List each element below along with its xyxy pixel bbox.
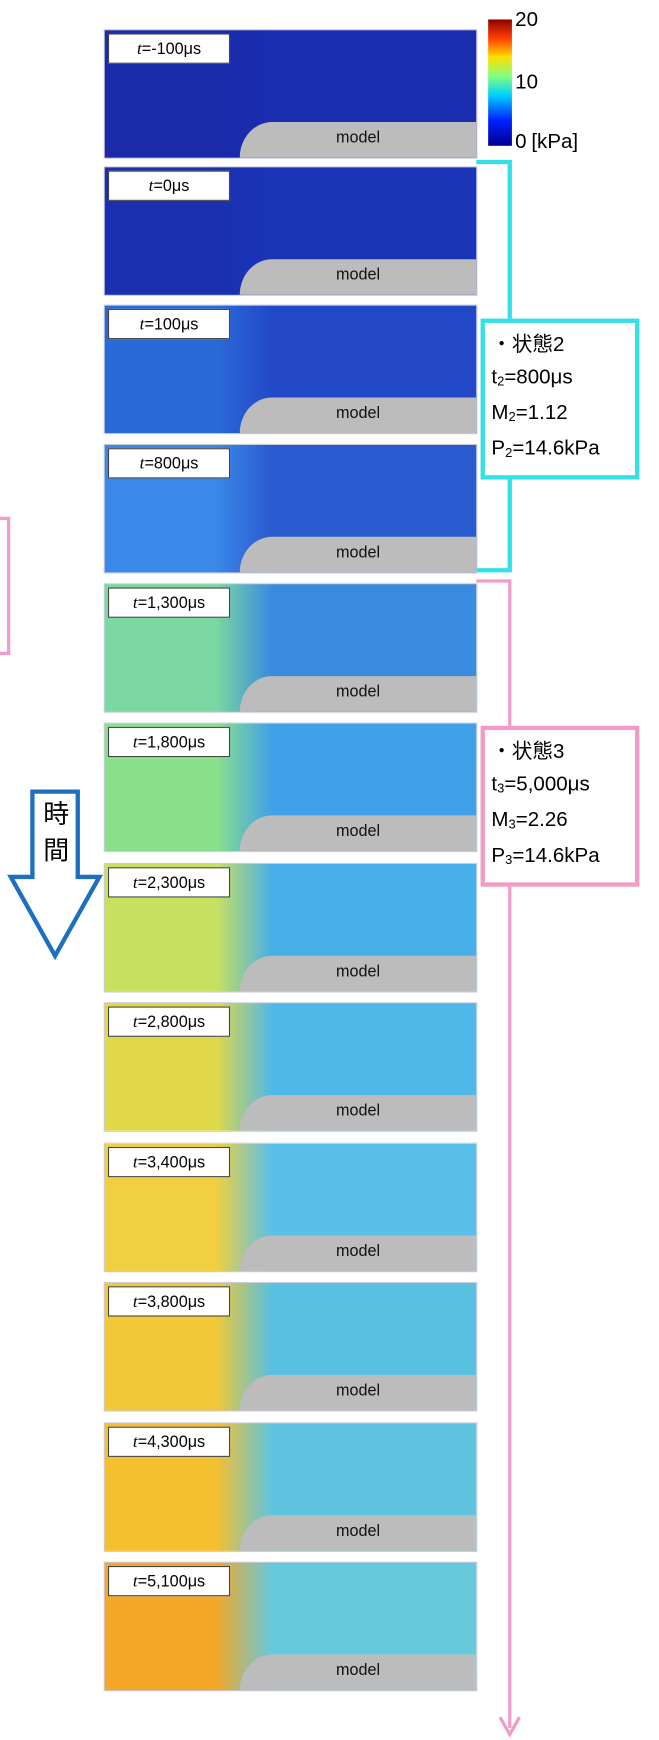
time-value: =2,800μs (138, 1013, 205, 1031)
time-value: =4,300μs (138, 1433, 205, 1451)
model-label: model (240, 259, 477, 295)
state-value: =2.26 (516, 809, 568, 832)
model-label: model (240, 676, 477, 712)
pressure-image: t=2,300μs model (105, 864, 477, 991)
model-label: model (240, 397, 477, 433)
time-label: t=100μs (108, 309, 230, 339)
time-value: =3,400μs (138, 1153, 205, 1171)
state-sub: 3 (508, 816, 515, 831)
time-value: =800μs (144, 455, 198, 473)
state-value: =1.12 (516, 402, 568, 425)
time-value: =0μs (153, 177, 189, 195)
colorbar-unit: [kPa] (531, 131, 578, 155)
state-var: P (491, 437, 505, 460)
colorbar (488, 19, 512, 145)
time-value: =5,100μs (138, 1572, 205, 1590)
time-label: t=2,800μs (108, 1007, 230, 1037)
state-line: M2=1.12 (491, 397, 628, 433)
state-line: M3=2.26 (491, 805, 628, 841)
pressure-image: t=0μs model (105, 167, 477, 294)
model-label: model (240, 1515, 477, 1551)
time-label: t=0μs (108, 171, 230, 201)
pressure-image: t=-100μs model (105, 30, 477, 157)
time-label: t=3,400μs (108, 1147, 230, 1177)
time-char: 間 (41, 834, 71, 871)
state-sub: 3 (497, 781, 504, 796)
figure: 時間 20100[kPa]t=-100μsmodelt=0μsmodelt=10… (0, 0, 659, 1740)
colorbar-tick: 0 (515, 131, 526, 155)
time-value: =2,300μs (138, 874, 205, 892)
pressure-image: t=5,100μs model (105, 1563, 477, 1690)
model-label: model (240, 1655, 477, 1691)
state-line: t3=5,000μs (491, 769, 628, 805)
state-sub: 2 (508, 409, 515, 424)
state-value: =14.6kPa (512, 845, 599, 868)
state-var: M (491, 809, 508, 832)
model-label: model (240, 815, 477, 851)
pressure-image: t=100μs model (105, 306, 477, 433)
state-line: t2=800μs (491, 362, 628, 398)
colorbar-tick: 10 (515, 71, 538, 95)
state-var: M (491, 402, 508, 425)
state-sub: 2 (497, 374, 504, 389)
colorbar-tick: 20 (515, 9, 538, 33)
state-value: =14.6kPa (512, 437, 599, 460)
time-label: t=2,300μs (108, 867, 230, 897)
model-label: model (240, 1095, 477, 1131)
time-label: t=-100μs (108, 33, 230, 63)
model-label: model (240, 537, 477, 573)
time-label: t=1,300μs (108, 588, 230, 618)
time-char: 時 (41, 797, 71, 834)
time-value: =-100μs (142, 40, 201, 58)
pressure-image: t=4,300μs model (105, 1423, 477, 1550)
state-line: P2=14.6kPa (491, 433, 628, 469)
partial-box (0, 518, 9, 653)
pressure-image: t=1,300μs model (105, 584, 477, 711)
time-value: =3,800μs (138, 1293, 205, 1311)
pressure-image: t=3,400μs model (105, 1144, 477, 1271)
state-value: =5,000μs (504, 773, 589, 796)
time-label: t=3,800μs (108, 1286, 230, 1316)
model-label: model (240, 956, 477, 992)
state-title: ・状態3 (491, 737, 628, 769)
state-value: =800μs (504, 366, 572, 389)
pressure-image: t=1,800μs model (105, 724, 477, 851)
time-label: t=1,800μs (108, 727, 230, 757)
time-arrow-label: 時間 (41, 797, 71, 870)
time-value: =1,300μs (138, 594, 205, 612)
pressure-image: t=2,800μs model (105, 1003, 477, 1130)
state-var: P (491, 845, 505, 868)
time-label: t=5,100μs (108, 1566, 230, 1596)
pressure-image: t=3,800μs model (105, 1283, 477, 1410)
model-label: model (240, 1375, 477, 1411)
model-label: model (240, 1236, 477, 1272)
state-line: P3=14.6kPa (491, 840, 628, 876)
state-title: ・状態2 (491, 329, 628, 361)
time-value: =1,800μs (138, 733, 205, 751)
time-label: t=800μs (108, 448, 230, 478)
time-label: t=4,300μs (108, 1427, 230, 1457)
time-value: =100μs (144, 315, 198, 333)
pressure-image: t=800μs model (105, 445, 477, 572)
model-label: model (240, 122, 477, 158)
